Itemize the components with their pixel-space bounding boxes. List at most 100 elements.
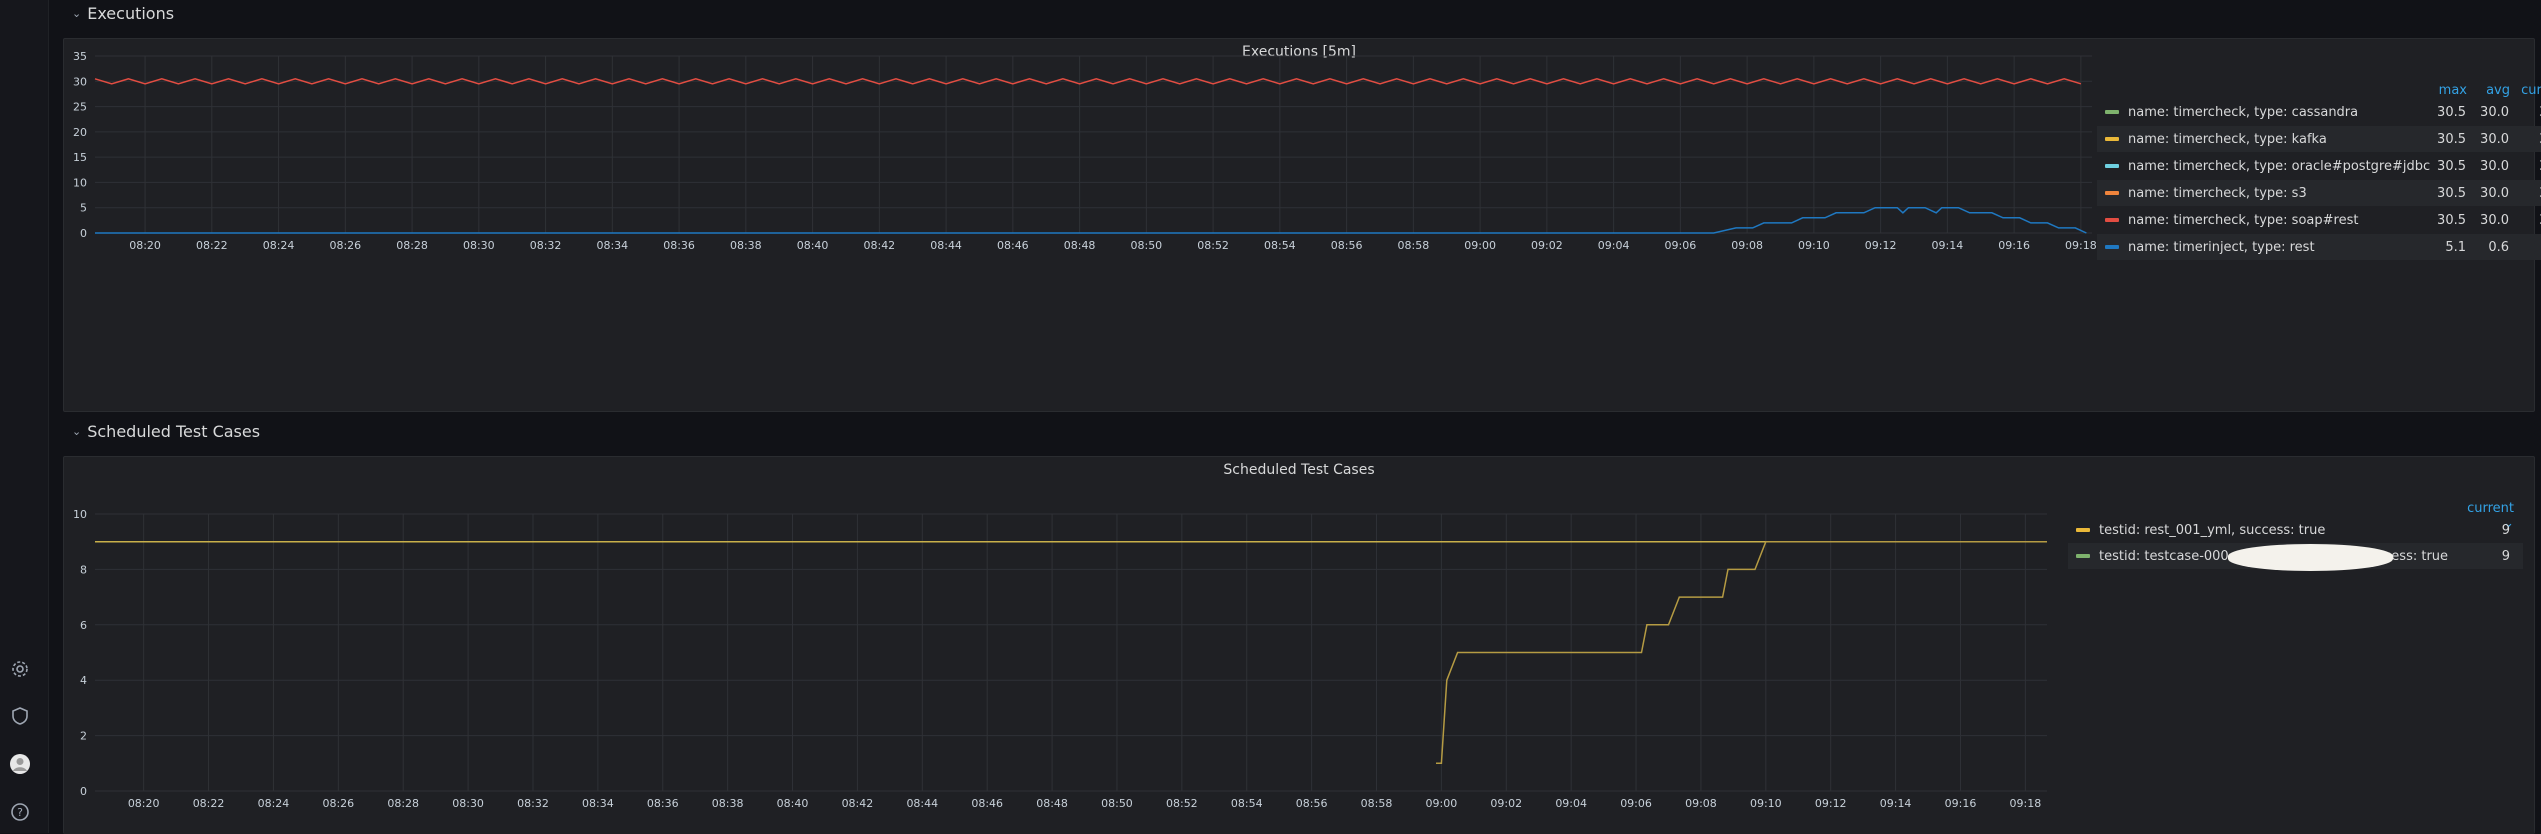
scheduled-legend: current ⌄ testid: rest_001_yml, success:… (2068, 501, 2528, 581)
legend-swatch (2105, 191, 2119, 195)
x-tick-label: 09:12 (1815, 797, 1847, 810)
x-tick-label: 08:58 (1398, 239, 1430, 252)
series-line (95, 206, 2087, 234)
legend-row[interactable]: name: timercheck, type: kafka 30.5 30.0 30.… (2097, 126, 2541, 152)
legend-series-name: testid: testcase-000 (2099, 548, 2229, 564)
legend-row[interactable]: name: timercheck, type: oracle#postgre#j… (2097, 153, 2541, 179)
legend-max-value: 30.5 (2437, 131, 2466, 147)
legend-swatch (2076, 554, 2090, 558)
legend-avg-value: 0.6 (2488, 239, 2509, 255)
legend-header-max[interactable]: max (2438, 83, 2467, 98)
gear-icon[interactable] (9, 658, 31, 680)
x-tick-label: 09:18 (2010, 797, 2042, 810)
x-tick-label: 08:38 (730, 239, 762, 252)
legend-header-current[interactable]: current ⌄ (2467, 501, 2514, 531)
x-tick-label: 09:02 (1490, 797, 1522, 810)
x-tick-label: 08:28 (387, 797, 419, 810)
legend-current-value: 30.5 (2517, 159, 2541, 174)
x-tick-label: 08:48 (1036, 797, 1068, 810)
legend-avg-value: 30.0 (2480, 185, 2509, 201)
series-line (94, 78, 2082, 85)
legend-max-value: 30.5 (2437, 212, 2466, 228)
y-tick-label: 4 (80, 674, 87, 687)
x-tick-label: 08:44 (906, 797, 938, 810)
executions-panel: Executions [5m] 0 5 10 15 20 25 30 35 08:20 08:22… (63, 38, 2541, 412)
y-tick-label: 10 (73, 176, 87, 189)
legend-max-value: 5.1 (2445, 239, 2466, 255)
legend-current-value: 30.5 (2517, 105, 2541, 120)
x-tick-label: 08:30 (452, 797, 484, 810)
x-tick-label: 08:42 (842, 797, 874, 810)
x-tick-label: 08:22 (193, 797, 225, 810)
legend-current-value: 30.5 (2517, 132, 2541, 147)
x-tick-label: 08:46 (971, 797, 1003, 810)
series-line (1436, 540, 2047, 765)
x-tick-label: 08:34 (582, 797, 614, 810)
legend-swatch (2105, 218, 2119, 222)
legend-swatch (2105, 164, 2119, 168)
y-tick-label: 0 (80, 785, 87, 798)
row-title-executions[interactable]: ⌄ Executions (72, 4, 174, 23)
x-tick-label: 08:50 (1101, 797, 1133, 810)
legend-series-name: testid: rest_001_yml, success: true (2099, 522, 2326, 538)
scheduled-test-cases-chart: 0 2 4 6 8 10 08:20 08:22 08:24 08:26 08:28 08:30 08:… (73, 508, 2047, 810)
y-tick-label: 8 (80, 563, 87, 576)
x-tick-label: 09:18 (2065, 239, 2097, 252)
x-tick-label: 09:10 (1750, 797, 1782, 810)
x-tick-label: 08:50 (1130, 239, 1162, 252)
x-tick-label: 08:28 (396, 239, 428, 252)
x-tick-label: 08:54 (1264, 239, 1296, 252)
legend-row[interactable]: testid: rest_001_yml, success: true 9 (2068, 517, 2523, 543)
legend-series-name: name: timercheck, type: kafka (2128, 131, 2327, 147)
y-tick-label: 35 (73, 50, 87, 63)
x-tick-label: 08:34 (596, 239, 628, 252)
x-tick-label: 09:00 (1464, 239, 1496, 252)
x-tick-label: 09:04 (1555, 797, 1587, 810)
user-avatar-icon[interactable] (9, 753, 31, 775)
x-tick-label: 08:42 (863, 239, 895, 252)
legend-swatch (2105, 137, 2119, 141)
y-tick-label: 30 (73, 75, 87, 88)
x-tick-label: 09:16 (1998, 239, 2030, 252)
y-tick-label: 6 (80, 619, 87, 632)
x-tick-label: 09:06 (1620, 797, 1652, 810)
legend-row[interactable]: name: timercheck, type: soap#rest 30.5 30.… (2097, 207, 2541, 233)
help-icon[interactable]: ? (9, 801, 31, 823)
legend-header-current[interactable]: current (2521, 83, 2541, 98)
redaction-mark (2228, 544, 2393, 571)
legend-row[interactable]: name: timerinject, type: rest 5.1 0.6 0.0 (2097, 234, 2541, 260)
legend-header-avg[interactable]: avg (2486, 83, 2510, 98)
legend-current-value: 30.5 (2517, 186, 2541, 201)
y-tick-label: 20 (73, 126, 87, 139)
executions-legend: max avg current name: timercheck, type: … (2097, 83, 2541, 263)
x-tick-label: 08:24 (263, 239, 295, 252)
y-tick-label: 2 (80, 730, 87, 743)
shield-icon[interactable] (9, 705, 31, 727)
x-tick-label: 08:38 (712, 797, 744, 810)
x-tick-label: 08:56 (1296, 797, 1328, 810)
scheduled-test-cases-panel: Scheduled Test Cases 0 2 4 6 8 10 08:20 08:22 08… (63, 456, 2535, 834)
legend-series-name: name: timercheck, type: oracle#postgre#j… (2128, 158, 2431, 174)
x-tick-label: 08:52 (1197, 239, 1229, 252)
legend-row[interactable]: name: timercheck, type: cassandra 30.5 30.… (2097, 99, 2541, 125)
legend-series-name: name: timercheck, type: s3 (2128, 185, 2307, 201)
x-tick-label: 09:16 (1945, 797, 1977, 810)
x-tick-label: 08:26 (329, 239, 361, 252)
legend-row[interactable]: name: timercheck, type: s3 30.5 30.0 30.5 (2097, 180, 2541, 206)
x-tick-label: 08:40 (777, 797, 809, 810)
row-title-scheduled-test-cases[interactable]: ⌄ Scheduled Test Cases (72, 422, 260, 441)
y-tick-label: 0 (80, 227, 87, 240)
panel-title[interactable]: Scheduled Test Cases (1223, 462, 1375, 478)
svg-text:?: ? (17, 806, 23, 819)
x-tick-label: 08:54 (1231, 797, 1263, 810)
x-tick-label: 08:20 (129, 239, 161, 252)
legend-current-value: 9 (2501, 522, 2510, 538)
y-tick-label: 15 (73, 151, 87, 164)
legend-swatch (2076, 528, 2090, 532)
x-tick-label: 08:58 (1361, 797, 1393, 810)
row-title-label: Scheduled Test Cases (87, 422, 261, 441)
legend-swatch (2105, 110, 2119, 114)
y-tick-label: 25 (73, 101, 87, 114)
x-tick-label: 09:04 (1598, 239, 1630, 252)
legend-avg-value: 30.0 (2480, 158, 2509, 174)
